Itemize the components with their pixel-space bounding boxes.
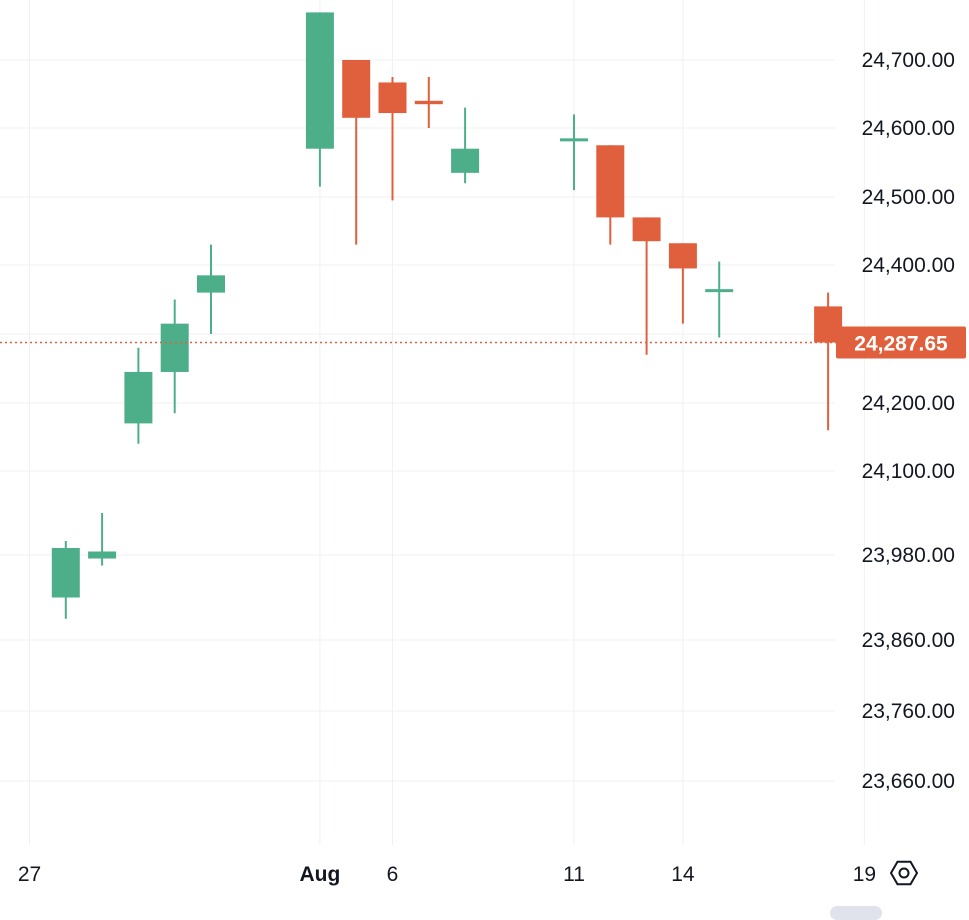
candle bbox=[378, 77, 407, 201]
y-tick-label: 24,700.00 bbox=[862, 49, 955, 72]
y-tick-label: 23,760.00 bbox=[862, 700, 955, 723]
candle-body bbox=[632, 217, 661, 242]
y-tick-label: 23,860.00 bbox=[862, 629, 955, 652]
x-tick-label: Aug bbox=[299, 863, 340, 886]
candle bbox=[668, 243, 697, 324]
candle bbox=[160, 299, 189, 414]
last-price-badge: 24,287.65 bbox=[836, 326, 966, 359]
candle-body bbox=[124, 371, 153, 424]
candle bbox=[414, 77, 443, 128]
candle-body bbox=[378, 82, 407, 114]
y-tick-label: 24,100.00 bbox=[862, 460, 955, 483]
candle-body bbox=[705, 289, 734, 293]
candle-body bbox=[596, 145, 625, 218]
candle-body bbox=[560, 138, 588, 142]
y-tick-label: 24,600.00 bbox=[862, 117, 955, 140]
last-price-badge-bg bbox=[836, 326, 966, 359]
y-tick-label: 24,500.00 bbox=[862, 186, 955, 209]
y-tick-label: 24,400.00 bbox=[862, 254, 955, 277]
candle bbox=[197, 244, 225, 334]
candle-body bbox=[414, 100, 443, 105]
candle-body bbox=[88, 551, 117, 559]
candle-body bbox=[305, 12, 334, 149]
candle bbox=[632, 217, 661, 355]
candle bbox=[124, 347, 153, 444]
candle bbox=[88, 513, 117, 566]
grid-lines bbox=[0, 0, 865, 845]
y-tick-label: 23,980.00 bbox=[862, 544, 955, 567]
candle-body bbox=[160, 323, 189, 372]
candle-body bbox=[451, 148, 480, 173]
hexagon-settings-icon[interactable] bbox=[889, 860, 919, 886]
x-tick-label: 6 bbox=[387, 863, 399, 886]
y-tick-label: 24,200.00 bbox=[862, 392, 955, 415]
candle bbox=[342, 60, 371, 245]
candle-body bbox=[197, 275, 225, 293]
candle bbox=[305, 12, 334, 187]
candle bbox=[560, 114, 588, 191]
candle bbox=[51, 541, 80, 619]
candle bbox=[705, 261, 734, 338]
price-axis[interactable]: 24,700.00 24,600.00 24,500.00 24,400.00 24,2… bbox=[862, 49, 955, 793]
x-tick-label: 11 bbox=[563, 863, 585, 886]
candle bbox=[451, 107, 480, 184]
candle-body bbox=[342, 60, 371, 118]
x-tick-label: 19 bbox=[853, 863, 876, 886]
last-price-label: 24,287.65 bbox=[854, 333, 948, 356]
scrollbar-thumb[interactable] bbox=[830, 906, 882, 920]
x-tick-label: 27 bbox=[18, 863, 41, 886]
candle bbox=[814, 292, 843, 431]
candle bbox=[596, 145, 625, 245]
candle-body bbox=[668, 243, 697, 269]
y-tick-label: 23,660.00 bbox=[862, 770, 955, 793]
candle-body bbox=[51, 548, 80, 598]
x-tick-label: 14 bbox=[671, 863, 695, 886]
candles bbox=[51, 12, 843, 619]
